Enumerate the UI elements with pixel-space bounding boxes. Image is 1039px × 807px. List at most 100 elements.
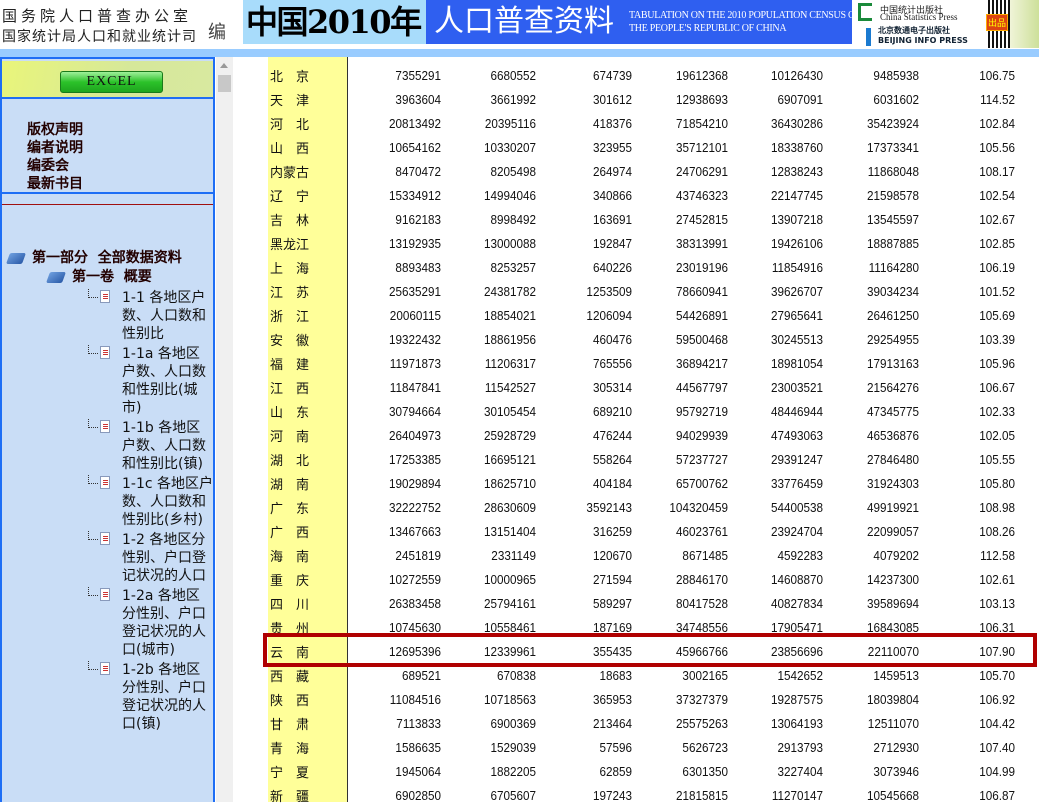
data-table: 北 京 7355291 6680552 674739 19612368 10126430 9… <box>268 63 1015 807</box>
tree-item-label: 1-2 各地区分性别、户口登记状况的人口 <box>122 532 206 584</box>
province-cell: 内蒙古 <box>270 165 310 181</box>
tree-item[interactable]: 1-2b 各地区分性别、户口登记状况的人口(镇) <box>88 661 213 733</box>
link-copyright[interactable]: 版权声明 <box>27 122 83 138</box>
value-cell: 18981054 <box>770 355 823 371</box>
value-cell: 15334912 <box>388 187 441 203</box>
value-cell: 11868048 <box>867 163 919 179</box>
value-cell: 105.69 <box>979 307 1015 323</box>
value-cell: 476244 <box>592 427 632 443</box>
tree-item[interactable]: 1-1 各地区户数、人口数和性别比 <box>88 289 213 343</box>
value-cell: 2331149 <box>491 547 536 563</box>
value-cell: 10330207 <box>483 139 536 155</box>
value-cell: 9162183 <box>395 211 441 227</box>
value-cell: 418376 <box>592 115 632 131</box>
value-cell: 3073946 <box>873 763 919 779</box>
value-cell: 355435 <box>592 643 632 659</box>
sidebar-scrollbar[interactable] <box>216 57 233 802</box>
header-band <box>0 49 1039 57</box>
value-cell: 18861956 <box>483 331 536 347</box>
value-cell: 18338760 <box>770 139 823 155</box>
value-cell: 8671485 <box>682 547 728 563</box>
value-cell: 14994046 <box>483 187 536 203</box>
value-cell: 48446944 <box>770 403 823 419</box>
value-cell: 589297 <box>592 595 632 611</box>
value-cell: 8253257 <box>490 259 536 275</box>
value-cell: 71854210 <box>675 115 728 131</box>
link-editor-notes[interactable]: 编者说明 <box>27 140 83 156</box>
value-cell: 3963604 <box>395 91 441 107</box>
info-press-logo-icon <box>866 28 871 46</box>
value-cell: 102.61 <box>979 571 1015 587</box>
value-cell: 6031602 <box>873 91 919 107</box>
value-cell: 40827834 <box>770 595 823 611</box>
value-cell: 106.92 <box>979 691 1015 707</box>
value-cell: 11084516 <box>389 691 441 707</box>
tree-item[interactable]: 1-1c 各地区户数、人口数和性别比(乡村) <box>88 475 213 529</box>
value-cell: 6680552 <box>490 67 536 83</box>
table-row: 江 苏 25635291 24381782 1253509 78660941 396267… <box>268 279 1015 303</box>
table-row: 重 庆 10272559 10000965 271594 28846170 1460887… <box>268 567 1015 591</box>
header-decoration <box>1010 0 1039 48</box>
tree-connector <box>88 345 98 354</box>
value-cell: 6705607 <box>490 787 536 803</box>
value-cell: 16695121 <box>483 451 536 467</box>
value-cell: 5626723 <box>682 739 728 755</box>
value-cell: 27846480 <box>866 451 919 467</box>
value-cell: 45966766 <box>675 643 728 659</box>
excel-button[interactable]: EXCEL <box>60 71 163 93</box>
value-cell: 106.67 <box>979 379 1015 395</box>
link-committee[interactable]: 编委会 <box>27 158 69 174</box>
value-cell: 11206317 <box>484 355 536 371</box>
value-cell: 765556 <box>592 355 632 371</box>
tree-volume-1[interactable]: 第一卷 概要 <box>45 268 152 286</box>
tree-item[interactable]: 1-2 各地区分性别、户口登记状况的人口 <box>88 531 213 585</box>
value-cell: 30245513 <box>770 331 823 347</box>
book-icon <box>5 252 27 264</box>
value-cell: 94029939 <box>675 427 728 443</box>
value-cell: 10000965 <box>483 571 536 587</box>
table-row: 陕 西 11084516 10718563 365953 37327379 1928757… <box>268 687 1015 711</box>
value-cell: 105.70 <box>979 667 1015 683</box>
value-cell: 1253509 <box>586 283 632 299</box>
value-cell: 4592283 <box>777 547 823 563</box>
value-cell: 28846170 <box>675 571 728 587</box>
highlight-box <box>263 633 1037 667</box>
tree-part-label: 第一部分 全部数据资料 <box>32 250 182 266</box>
value-cell: 2451819 <box>395 547 441 563</box>
tree-item[interactable]: 1-1a 各地区户数、人口数和性别比(城市) <box>88 345 213 417</box>
value-cell: 28630609 <box>483 499 536 515</box>
table-row: 福 建 11971873 11206317 765556 36894217 1898105… <box>268 351 1015 375</box>
document-icon <box>100 588 110 601</box>
value-cell: 31924303 <box>866 475 919 491</box>
tree-volume-label: 第一卷 概要 <box>72 269 152 285</box>
value-cell: 39034234 <box>866 283 919 299</box>
province-cell: 上 海 <box>270 261 310 277</box>
scroll-up-icon[interactable] <box>220 63 228 68</box>
value-cell: 365953 <box>592 691 632 707</box>
province-cell: 海 南 <box>270 549 310 565</box>
value-cell: 19612368 <box>675 67 728 83</box>
value-cell: 340866 <box>592 187 632 203</box>
value-cell: 3661992 <box>490 91 536 107</box>
scroll-thumb[interactable] <box>218 75 231 92</box>
link-new-books[interactable]: 最新书目 <box>27 176 83 192</box>
value-cell: 59500468 <box>675 331 728 347</box>
value-cell: 4079202 <box>873 547 919 563</box>
value-cell: 102.05 <box>979 427 1015 443</box>
tree-part-1[interactable]: 第一部分 全部数据资料 <box>5 249 182 267</box>
org-line-2: 国家统计局人口和就业统计司 <box>2 29 197 45</box>
province-cell: 湖 南 <box>270 477 310 493</box>
tree-connector <box>88 531 98 540</box>
tree-item[interactable]: 1-2a 各地区分性别、户口登记状况的人口(城市) <box>88 587 213 659</box>
value-cell: 33776459 <box>770 475 823 491</box>
publisher-logos: 中国统计出版社 China Statistics Press 北京数通电子出版社… <box>852 0 1010 48</box>
value-cell: 17373341 <box>866 139 919 155</box>
tree-item[interactable]: 1-1b 各地区户数、人口数和性别比(镇) <box>88 419 213 473</box>
document-icon <box>100 346 110 359</box>
table-row: 上 海 8893483 8253257 640226 23019196 11854916 1… <box>268 255 1015 279</box>
value-cell: 23019196 <box>675 259 728 275</box>
value-cell: 6902850 <box>395 787 441 803</box>
value-cell: 35423924 <box>866 115 919 131</box>
value-cell: 689210 <box>592 403 632 419</box>
value-cell: 2913793 <box>777 739 823 755</box>
